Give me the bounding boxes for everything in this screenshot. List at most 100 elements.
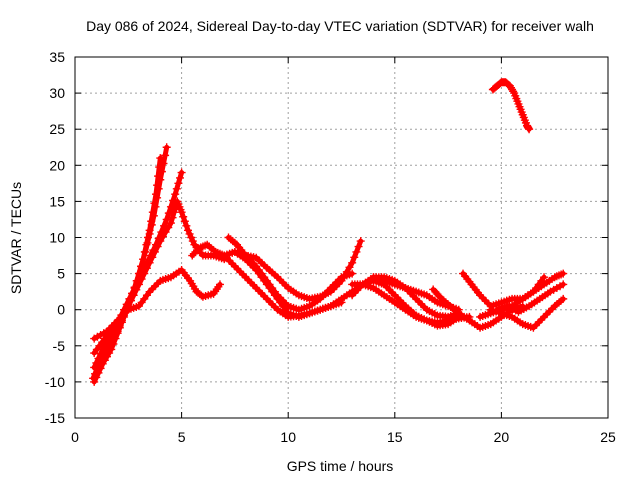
data-point-marker [161, 151, 170, 160]
series-arc-18 [488, 78, 534, 134]
data-point-marker [137, 275, 146, 284]
data-point-marker [162, 143, 171, 152]
data-point-marker [148, 253, 157, 262]
x-tick-label: 5 [178, 429, 186, 445]
data-point-marker [185, 229, 194, 238]
data-point-marker [96, 364, 105, 373]
data-point-marker [142, 264, 151, 273]
data-point-marker [177, 168, 186, 177]
x-tick-label: 0 [71, 429, 79, 445]
data-point-marker [352, 247, 361, 256]
y-tick-label: -10 [45, 374, 65, 390]
data-point-marker [177, 208, 186, 217]
series-arc-5 [90, 265, 224, 343]
data-point-marker [540, 273, 549, 282]
data-point-marker [348, 269, 357, 278]
data-point-marker [90, 363, 99, 372]
data-point-marker [174, 179, 183, 188]
data-point-marker [183, 226, 192, 235]
data-point-marker [139, 255, 148, 264]
data-point-marker [149, 211, 158, 220]
x-tick-label: 25 [600, 429, 616, 445]
y-axis-label: SDTVAR / TECUs [8, 182, 24, 294]
data-point-marker [150, 247, 159, 256]
data-point-marker [356, 237, 365, 246]
data-point-marker [345, 263, 354, 272]
data-point-marker [171, 190, 180, 199]
data-series-layer [89, 78, 568, 386]
x-axis-label: GPS time / hours [287, 458, 394, 474]
y-tick-label: 25 [49, 121, 65, 137]
data-point-marker [140, 269, 149, 278]
data-point-marker [141, 247, 150, 256]
data-point-marker [94, 354, 103, 363]
data-point-marker [94, 368, 103, 377]
data-point-marker [187, 233, 196, 242]
data-point-marker [109, 339, 118, 348]
series-arc-9 [230, 247, 346, 321]
data-point-marker [154, 184, 163, 193]
data-point-marker [96, 349, 105, 358]
data-point-marker [153, 242, 162, 251]
chart-title: Day 086 of 2024, Sidereal Day-to-day VTE… [86, 18, 594, 34]
data-point-marker [90, 377, 99, 386]
data-point-marker [156, 237, 165, 246]
x-tick-label: 10 [280, 429, 296, 445]
data-point-marker [168, 213, 177, 222]
data-point-marker [525, 125, 534, 134]
data-point-marker [348, 258, 357, 267]
data-point-marker [111, 334, 120, 343]
data-point-marker [182, 221, 191, 230]
data-point-marker [559, 294, 568, 303]
data-point-marker [151, 202, 160, 211]
data-point-marker [559, 269, 568, 278]
y-tick-label: 10 [49, 230, 65, 246]
data-point-marker [215, 280, 224, 289]
data-point-marker [147, 220, 156, 229]
series-arc-16 [486, 294, 568, 332]
data-point-marker [164, 223, 173, 232]
y-tick-label: 30 [49, 85, 65, 101]
data-point-marker [179, 212, 188, 221]
y-tick-label: -5 [53, 338, 66, 354]
data-point-marker [337, 298, 346, 307]
data-point-marker [158, 232, 167, 241]
series-arc-12 [369, 273, 463, 321]
data-point-marker [354, 242, 363, 251]
y-tick-label: 35 [49, 49, 65, 65]
data-point-marker [145, 229, 154, 238]
data-point-marker [180, 217, 189, 226]
data-point-marker [156, 175, 165, 184]
data-point-marker [92, 358, 101, 367]
data-point-marker [172, 184, 181, 193]
data-point-marker [166, 219, 175, 228]
y-tick-label: 15 [49, 193, 65, 209]
y-tick-label: 5 [57, 266, 65, 282]
data-point-marker [157, 167, 166, 176]
data-point-marker [350, 253, 359, 262]
series-arc-17 [493, 280, 568, 316]
data-point-marker [129, 291, 138, 300]
y-tick-label: 20 [49, 157, 65, 173]
y-tick-label: 0 [57, 302, 65, 318]
data-point-marker [134, 280, 143, 289]
data-point-marker [92, 373, 101, 382]
data-point-marker [509, 87, 518, 96]
data-point-marker [132, 285, 141, 294]
data-point-marker [107, 345, 116, 354]
data-point-marker [153, 193, 162, 202]
data-point-marker [161, 228, 170, 237]
data-point-marker [162, 215, 171, 224]
data-point-marker [176, 173, 185, 182]
data-point-marker [170, 208, 179, 217]
data-point-marker [559, 280, 568, 289]
data-point-marker [159, 159, 168, 168]
data-point-marker [126, 296, 135, 305]
data-point-marker [145, 258, 154, 267]
y-tick-label: -15 [45, 410, 65, 426]
x-tick-label: 20 [494, 429, 510, 445]
x-tick-label: 15 [387, 429, 403, 445]
data-point-marker [143, 238, 152, 247]
